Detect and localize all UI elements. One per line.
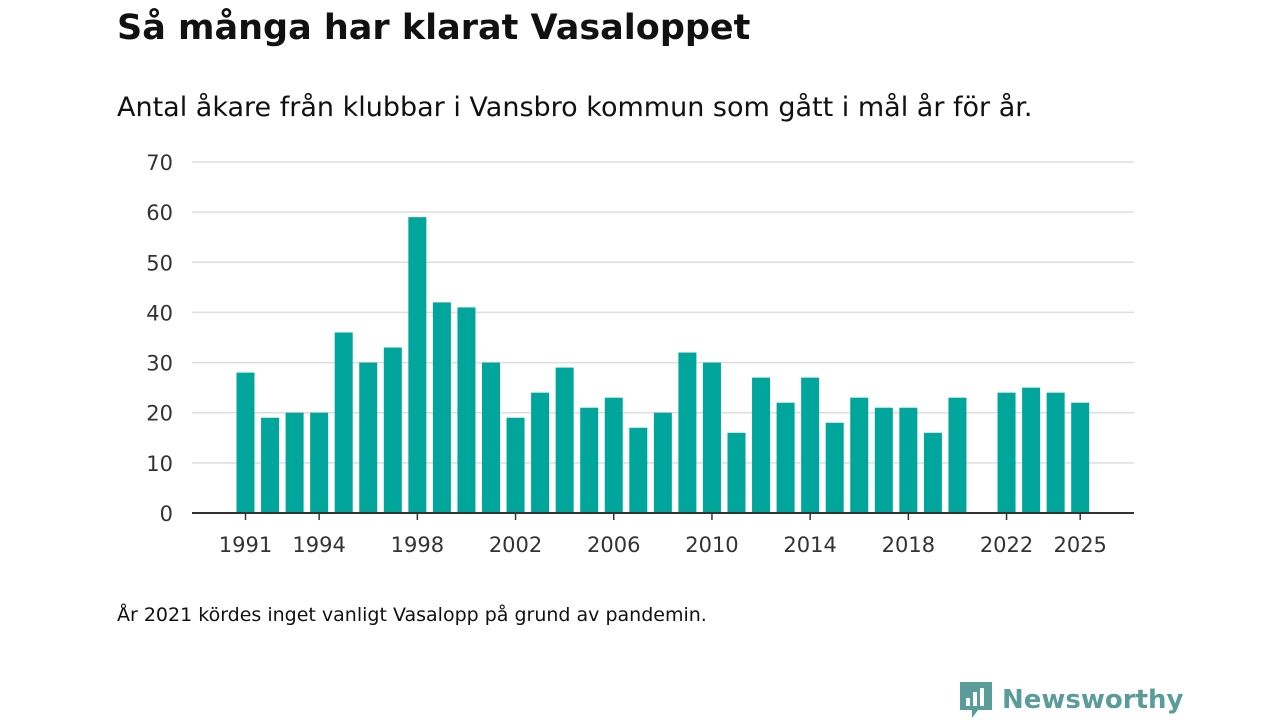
bar-2000	[457, 307, 476, 513]
bar-2024	[1046, 392, 1065, 513]
bar-1996	[359, 362, 378, 513]
y-tick-label: 60	[146, 201, 173, 225]
chart-subtitle: Antal åkare från klubbar i Vansbro kommu…	[117, 92, 1033, 123]
y-tick-label: 20	[146, 402, 173, 426]
x-tick-label: 2006	[587, 533, 640, 557]
y-tick-label: 70	[146, 151, 173, 175]
bar-2003	[531, 392, 550, 513]
bar-1994	[310, 412, 329, 513]
bar-1991	[236, 372, 255, 513]
x-tick-label: 1991	[219, 533, 272, 557]
footnote: År 2021 kördes inget vanligt Vasalopp på…	[117, 604, 707, 626]
brand-name: Newsworthy	[1002, 685, 1184, 715]
x-tick-label: 2014	[783, 533, 836, 557]
x-tick-label: 2025	[1053, 533, 1106, 557]
y-tick-label: 0	[160, 502, 173, 526]
bar-2022	[997, 392, 1016, 513]
y-tick-label: 50	[146, 251, 173, 275]
bar-1998	[408, 217, 427, 513]
bar-chart: 0 10 20 30 40 50 60 70 1991 1994 1998 2002 2006 2010…	[146, 151, 1134, 557]
bar-2001	[482, 362, 500, 513]
x-axis: 1991 1994 1998 2002 2006 2010 2014 2018 2022 2025	[192, 512, 1134, 557]
bar-2018	[899, 407, 918, 513]
y-axis-labels: 0 10 20 30 40 50 60 70	[146, 151, 173, 526]
bar-2017	[874, 407, 893, 513]
bar-2007	[629, 427, 648, 513]
bar-2019	[923, 432, 942, 513]
y-tick-label: 30	[146, 352, 173, 376]
bar-1999	[432, 302, 451, 513]
bar-1992	[261, 417, 280, 513]
chart-title: Så många har klarat Vasaloppet	[117, 8, 751, 48]
bar-2016	[850, 397, 869, 513]
bar-1997	[383, 347, 402, 513]
x-tick-label: 1998	[391, 533, 444, 557]
bar-2011	[727, 432, 746, 513]
bar-2010	[702, 362, 721, 513]
x-tick-label: 2010	[685, 533, 738, 557]
bar-2013	[776, 402, 795, 513]
bar-1995	[334, 332, 353, 513]
x-tick-label: 2022	[980, 533, 1033, 557]
y-tick-label: 10	[146, 452, 173, 476]
bar-2025	[1071, 402, 1090, 513]
bar-2004	[555, 367, 574, 513]
x-tick-label: 1994	[292, 533, 345, 557]
bar-2009	[678, 352, 697, 513]
bar-2005	[580, 407, 599, 513]
x-tick-label: 2018	[882, 533, 935, 557]
bar-1993	[285, 412, 304, 513]
bar-2012	[752, 377, 771, 513]
bar-2002	[506, 417, 525, 513]
bar-2015	[825, 422, 844, 513]
bar-2020	[948, 397, 967, 513]
bar-2014	[801, 377, 820, 513]
x-tick-label: 2002	[489, 533, 542, 557]
bars	[236, 217, 1090, 513]
bar-2008	[653, 412, 672, 513]
y-tick-label: 40	[146, 301, 173, 325]
brand: Newsworthy	[958, 680, 1183, 720]
newsworthy-logo-icon	[960, 682, 992, 718]
bar-2023	[1022, 387, 1041, 513]
bar-2006	[604, 397, 623, 513]
